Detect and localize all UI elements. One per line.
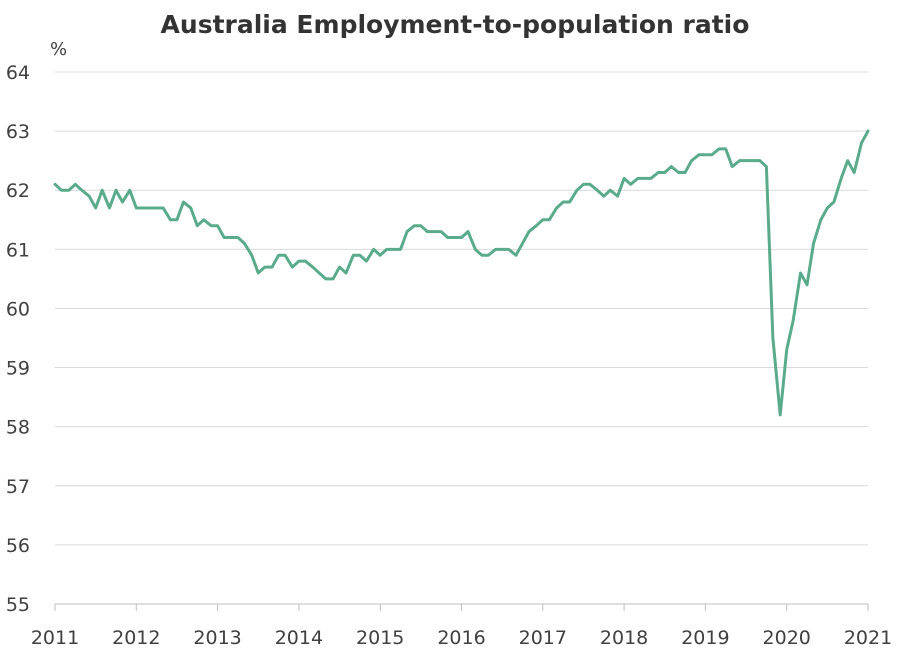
x-tick-label: 2020 bbox=[763, 627, 811, 649]
y-tick-label: 64 bbox=[6, 62, 30, 84]
y-tick-label: 61 bbox=[6, 239, 30, 261]
x-tick-label: 2021 bbox=[844, 627, 892, 649]
y-tick-label: 59 bbox=[6, 358, 30, 380]
x-tick-label: 2018 bbox=[600, 627, 648, 649]
x-tick-label: 2013 bbox=[193, 627, 241, 649]
x-tick-label: 2011 bbox=[31, 627, 79, 649]
series-line-0 bbox=[53, 129, 870, 417]
x-tick-label: 2017 bbox=[519, 627, 567, 649]
x-tick-label: 2014 bbox=[275, 627, 323, 649]
y-tick-label: 60 bbox=[6, 298, 30, 320]
y-tick-label: 56 bbox=[6, 535, 30, 557]
x-tick-label: 2016 bbox=[437, 627, 485, 649]
y-tick-label: 57 bbox=[6, 476, 30, 498]
y-tick-label: 58 bbox=[6, 417, 30, 439]
x-tick-label: 2019 bbox=[681, 627, 729, 649]
x-tick-label: 2012 bbox=[112, 627, 160, 649]
y-unit-label: % bbox=[50, 39, 67, 60]
y-tick-label: 55 bbox=[6, 594, 30, 616]
y-tick-label: 62 bbox=[6, 180, 30, 202]
chart-title: Australia Employment-to-population ratio bbox=[160, 10, 750, 39]
x-tick-label: 2015 bbox=[356, 627, 404, 649]
y-tick-label: 63 bbox=[6, 121, 30, 143]
